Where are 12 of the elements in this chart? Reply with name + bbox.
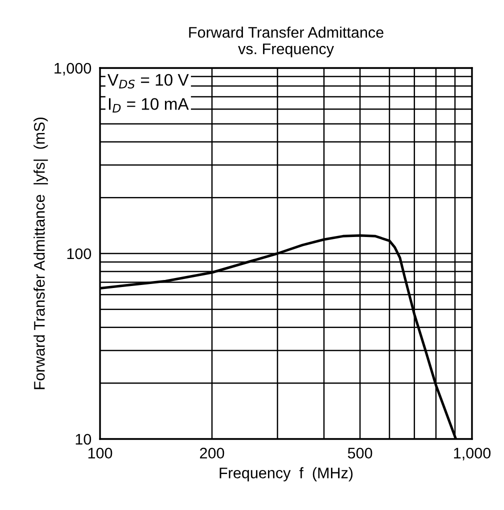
x-tick-label: 1,000 (454, 448, 491, 460)
x-tick-label: 500 (348, 448, 372, 459)
chart-title: Forward Transfer Admittance vs. Frequency (189, 26, 384, 58)
y-tick-label: 10 (76, 434, 92, 445)
y-axis-title: Forward Transfer Admittance |yfs| (mS) (34, 118, 48, 390)
y-tick-label: 100 (67, 248, 92, 260)
y-tick-label: 1,000 (54, 62, 92, 76)
annotation: V$_{DS}$ = 10 V (108, 74, 189, 89)
x-tick-label: 100 (88, 448, 112, 459)
x-axis-title: Frequency f (MHz) (220, 467, 353, 482)
annotation: I$_{D}$ = 10 mA (108, 98, 189, 112)
x-tick-label: 200 (200, 448, 224, 459)
